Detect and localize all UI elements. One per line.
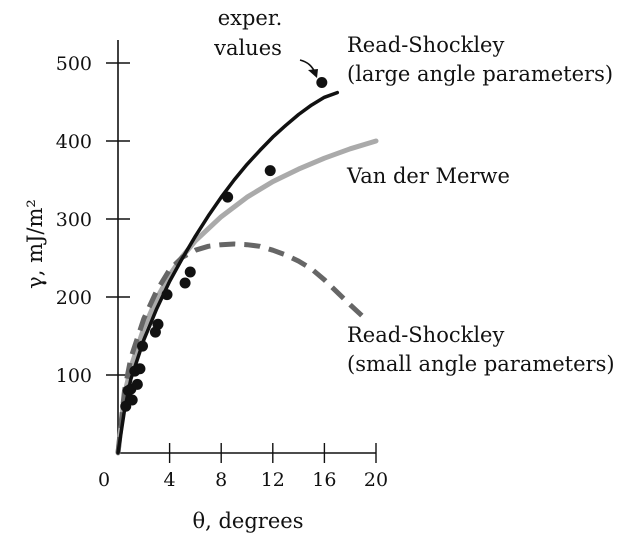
data-points: [120, 77, 328, 412]
annotation-exper-line2: values: [213, 36, 282, 60]
annotation-rs-small-line1: Read-Shockley: [347, 323, 504, 347]
data-point: [222, 191, 234, 203]
data-point: [126, 394, 138, 406]
data-point: [152, 318, 164, 330]
data-point: [316, 77, 328, 88]
x-tick-label: 0: [98, 469, 110, 491]
x-tick-label: 8: [215, 469, 227, 491]
annotation-rs-large-line2: (large angle parameters): [347, 62, 613, 86]
data-point: [161, 289, 173, 301]
annotation-rs-small-line2: (small angle parameters): [347, 352, 615, 376]
x-tick-label: 16: [312, 469, 336, 491]
annotation-vdm: Van der Merwe: [346, 164, 510, 188]
x-tick-label: 4: [164, 469, 176, 491]
annotation-arrowhead: [308, 69, 318, 78]
y-tick-label: 100: [56, 365, 92, 387]
y-axis-label: γ, mJ/m²: [23, 199, 47, 289]
curves: [115, 90, 379, 456]
data-point: [137, 340, 149, 352]
y-tick-label: 300: [56, 209, 92, 231]
annotation-rs-large-line1: Read-Shockley: [347, 33, 504, 57]
ticks: 100 200 300 400 500 0 4 8 12 16 20: [56, 53, 388, 491]
data-point: [179, 277, 191, 289]
data-point: [184, 266, 196, 278]
y-tick-label: 500: [56, 53, 92, 75]
axes: [117, 40, 376, 454]
x-tick-label: 12: [261, 469, 285, 491]
series-line: [116, 90, 340, 455]
series-line: [115, 241, 369, 454]
data-point: [131, 378, 143, 390]
annotation-exper-line1: exper.: [218, 6, 283, 30]
series-line: [115, 138, 379, 456]
data-point: [134, 363, 146, 375]
y-tick-label: 200: [56, 287, 92, 309]
y-tick-label: 400: [56, 131, 92, 153]
x-tick-label: 20: [364, 469, 388, 491]
x-axis-label: θ, degrees: [193, 509, 304, 533]
data-point: [264, 165, 276, 177]
